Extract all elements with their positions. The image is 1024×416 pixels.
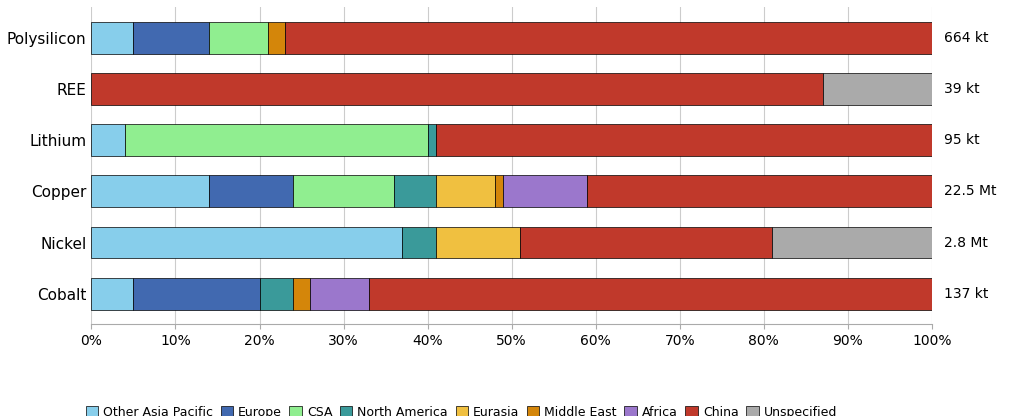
Bar: [436, 227, 520, 258]
Text: 39 kt: 39 kt: [944, 82, 980, 96]
Text: 22.5 Mt: 22.5 Mt: [944, 184, 997, 198]
Text: 2.8 Mt: 2.8 Mt: [944, 235, 988, 250]
Bar: [503, 176, 588, 207]
Bar: [133, 278, 259, 310]
Bar: [588, 176, 932, 207]
Bar: [91, 22, 133, 54]
Bar: [268, 22, 285, 54]
Bar: [436, 124, 932, 156]
Text: 137 kt: 137 kt: [944, 287, 989, 301]
Bar: [259, 278, 293, 310]
Bar: [91, 227, 402, 258]
Bar: [125, 124, 428, 156]
Bar: [209, 176, 293, 207]
Bar: [402, 227, 436, 258]
Bar: [520, 227, 772, 258]
Bar: [310, 278, 369, 310]
Bar: [91, 278, 133, 310]
Bar: [133, 22, 209, 54]
Bar: [209, 22, 268, 54]
Bar: [91, 124, 125, 156]
Bar: [822, 73, 932, 105]
Bar: [772, 227, 932, 258]
Legend: Other Asia Pacific, Europe, CSA, North America, Eurasia, Middle East, Africa, Ch: Other Asia Pacific, Europe, CSA, North A…: [81, 401, 842, 416]
Bar: [293, 278, 310, 310]
Bar: [285, 22, 932, 54]
Bar: [293, 176, 394, 207]
Bar: [428, 124, 436, 156]
Bar: [436, 176, 495, 207]
Bar: [369, 278, 932, 310]
Bar: [495, 176, 503, 207]
Text: 664 kt: 664 kt: [944, 31, 989, 45]
Bar: [394, 176, 436, 207]
Bar: [91, 176, 209, 207]
Text: 95 kt: 95 kt: [944, 133, 980, 147]
Bar: [91, 73, 822, 105]
